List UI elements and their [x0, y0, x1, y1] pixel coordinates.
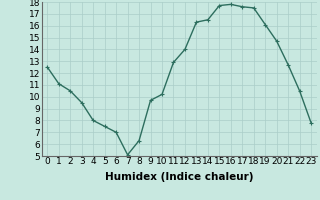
X-axis label: Humidex (Indice chaleur): Humidex (Indice chaleur)	[105, 172, 253, 182]
